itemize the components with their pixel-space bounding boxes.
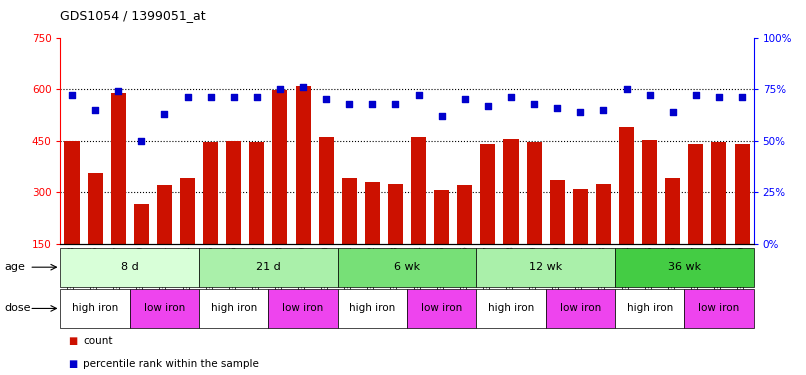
Bar bbox=[365, 182, 380, 296]
Text: high iron: high iron bbox=[626, 303, 673, 313]
Point bbox=[620, 86, 633, 92]
Point bbox=[713, 94, 725, 100]
Text: percentile rank within the sample: percentile rank within the sample bbox=[83, 359, 259, 369]
Point bbox=[89, 106, 102, 112]
Bar bbox=[434, 190, 449, 296]
Point bbox=[366, 100, 379, 106]
Point bbox=[643, 92, 656, 98]
Point bbox=[597, 106, 610, 112]
Text: low iron: low iron bbox=[559, 303, 601, 313]
Bar bbox=[338, 248, 476, 287]
Point bbox=[320, 96, 333, 102]
Bar bbox=[388, 184, 403, 296]
Bar bbox=[134, 204, 149, 296]
Bar bbox=[88, 173, 102, 296]
Bar bbox=[615, 248, 754, 287]
Bar bbox=[642, 140, 657, 296]
Text: 12 wk: 12 wk bbox=[529, 262, 563, 272]
Point bbox=[574, 109, 587, 115]
Bar bbox=[573, 189, 588, 296]
Bar bbox=[60, 248, 199, 287]
Bar bbox=[180, 178, 195, 296]
Bar bbox=[338, 289, 407, 328]
Bar bbox=[550, 180, 565, 296]
Point bbox=[389, 100, 402, 106]
Text: 21 d: 21 d bbox=[256, 262, 280, 272]
Bar bbox=[268, 289, 338, 328]
Text: count: count bbox=[83, 336, 113, 346]
Point bbox=[227, 94, 240, 100]
Point bbox=[112, 88, 125, 94]
Bar bbox=[615, 289, 684, 328]
Bar bbox=[712, 142, 726, 296]
Point bbox=[273, 86, 286, 92]
Bar bbox=[203, 142, 218, 296]
Text: ■: ■ bbox=[69, 359, 77, 369]
Point bbox=[667, 109, 679, 115]
Bar bbox=[342, 178, 357, 296]
Text: GDS1054 / 1399051_at: GDS1054 / 1399051_at bbox=[60, 9, 206, 22]
Bar bbox=[457, 185, 472, 296]
Bar bbox=[226, 141, 241, 296]
Point bbox=[158, 111, 171, 117]
Point bbox=[550, 105, 563, 111]
Point bbox=[204, 94, 217, 100]
Text: 6 wk: 6 wk bbox=[394, 262, 420, 272]
Point bbox=[505, 94, 517, 100]
Bar bbox=[619, 127, 634, 296]
Bar bbox=[476, 289, 546, 328]
Point bbox=[459, 96, 472, 102]
Bar bbox=[480, 144, 496, 296]
Bar bbox=[684, 289, 754, 328]
Text: low iron: low iron bbox=[282, 303, 324, 313]
Point bbox=[135, 138, 147, 144]
Text: dose: dose bbox=[4, 303, 31, 313]
Bar bbox=[526, 142, 542, 296]
Bar bbox=[157, 185, 172, 296]
Bar bbox=[199, 248, 338, 287]
Bar bbox=[60, 289, 130, 328]
Point bbox=[736, 94, 749, 100]
Point bbox=[481, 102, 494, 109]
Point bbox=[412, 92, 425, 98]
Text: high iron: high iron bbox=[72, 303, 118, 313]
Point bbox=[435, 113, 448, 119]
Text: 36 wk: 36 wk bbox=[667, 262, 701, 272]
Bar bbox=[318, 137, 334, 296]
Point bbox=[65, 92, 78, 98]
Bar bbox=[546, 289, 615, 328]
Text: low iron: low iron bbox=[421, 303, 463, 313]
Point bbox=[689, 92, 702, 98]
Text: high iron: high iron bbox=[488, 303, 534, 313]
Point bbox=[343, 100, 355, 106]
Bar bbox=[272, 90, 288, 296]
Bar bbox=[504, 139, 518, 296]
Text: 8 d: 8 d bbox=[121, 262, 139, 272]
Bar bbox=[596, 184, 611, 296]
Text: high iron: high iron bbox=[210, 303, 257, 313]
Text: low iron: low iron bbox=[698, 303, 740, 313]
Bar bbox=[64, 141, 80, 296]
Bar bbox=[249, 142, 264, 296]
Text: low iron: low iron bbox=[143, 303, 185, 313]
Bar bbox=[199, 289, 268, 328]
Text: ■: ■ bbox=[69, 336, 77, 346]
Point bbox=[181, 94, 194, 100]
Bar bbox=[688, 144, 704, 296]
Bar bbox=[130, 289, 199, 328]
Text: age: age bbox=[4, 262, 25, 272]
Point bbox=[251, 94, 264, 100]
Bar bbox=[110, 93, 126, 296]
Bar bbox=[407, 289, 476, 328]
Bar bbox=[411, 137, 426, 296]
Bar bbox=[665, 178, 680, 296]
Text: high iron: high iron bbox=[349, 303, 396, 313]
Point bbox=[297, 84, 310, 90]
Bar bbox=[476, 248, 615, 287]
Bar bbox=[296, 86, 310, 296]
Bar bbox=[734, 144, 750, 296]
Point bbox=[528, 100, 541, 106]
